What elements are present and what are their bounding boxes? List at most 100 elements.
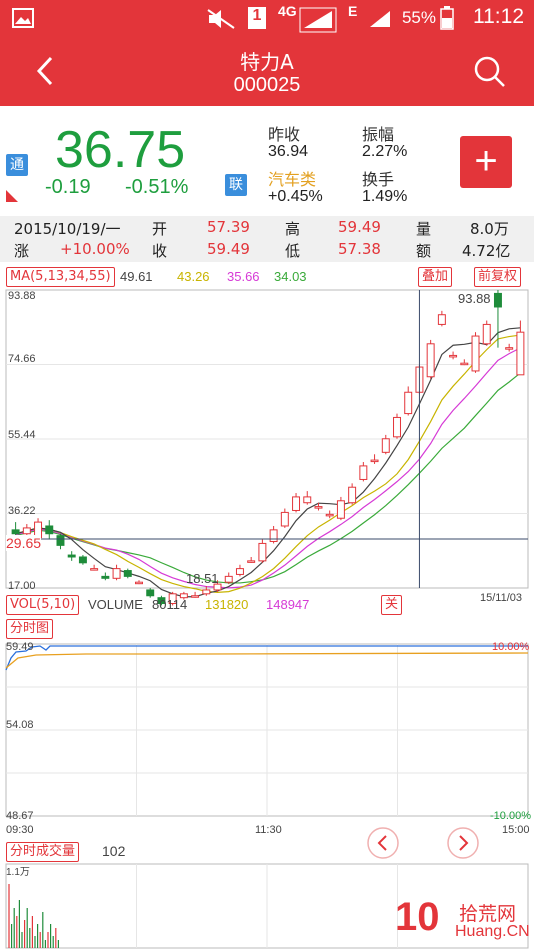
tong-badge[interactable]: 通 [6, 154, 28, 176]
candle [471, 335, 480, 372]
low-marker: 18.51 [186, 571, 219, 586]
fq-button[interactable]: 前复权 [474, 267, 522, 287]
day-info-bar: 2015/10/19/一 开 57.39 高 59.49 量 8.0万 涨 +1… [0, 216, 534, 262]
time-mid: 11:30 [255, 824, 282, 836]
crosshair-price: 29.65 [6, 535, 42, 551]
chevron-left-icon[interactable] [366, 826, 400, 860]
intraday-volume-chart [5, 863, 529, 949]
candle [56, 535, 65, 546]
candle [325, 513, 334, 517]
candle [482, 323, 491, 345]
candle [168, 593, 177, 605]
tab-intraday[interactable]: 分时图 [6, 619, 54, 639]
vol-label: 量 [416, 220, 432, 238]
watermark-site: 拾荒网 [459, 903, 517, 925]
back-icon[interactable] [36, 56, 54, 86]
candle [393, 416, 401, 438]
candle [112, 568, 121, 579]
candle [224, 575, 233, 583]
close-crosshair-button[interactable]: 关 [381, 595, 403, 615]
vol-setting-button[interactable]: VOL(5,10) [6, 595, 80, 615]
intraday-avg-line [5, 652, 529, 669]
intraday-pct-top: 10.00% [492, 641, 530, 653]
amount-value: 4.72亿 [462, 242, 511, 260]
candle [67, 554, 76, 558]
intraday-vol-max: 1.1万 [6, 867, 30, 878]
add-watchlist-button[interactable]: + [460, 136, 512, 188]
ma5-line [15, 327, 521, 598]
signal-icon-2 [370, 11, 390, 27]
chevron-right-icon[interactable] [446, 826, 480, 860]
sector-label[interactable]: 汽车类 [268, 170, 317, 189]
intraday-pct-bot: -10.00% [490, 810, 531, 822]
candle [247, 560, 256, 563]
candle [11, 529, 20, 535]
network-type: 4G [278, 3, 297, 19]
high-label: 高 [285, 220, 301, 238]
tab-intraday-volume[interactable]: 分时成交量 [6, 842, 80, 862]
prev-close-value: 36.94 [268, 143, 309, 160]
quote-panel: 通 36.75 -0.19 -0.51% 联 昨收 36.94 汽车类 +0.4… [0, 106, 534, 216]
signal-icon [299, 7, 337, 33]
candle [292, 496, 301, 511]
candle [235, 568, 244, 575]
lian-badge[interactable]: 联 [225, 174, 247, 196]
watermark-url: Huang.CN [455, 923, 530, 940]
watermark-num: 10 [395, 895, 440, 939]
high-value: 59.49 [338, 218, 381, 236]
candle [45, 525, 54, 535]
kline-chart[interactable] [0, 288, 534, 606]
intraday-vol-value: 102 [102, 843, 126, 859]
network-e: E [348, 3, 358, 19]
search-icon[interactable] [474, 56, 506, 88]
close-label: 收 [152, 242, 168, 260]
candle [505, 347, 514, 350]
ma13-line [15, 334, 521, 593]
candle [370, 459, 379, 463]
open-label: 开 [152, 220, 168, 238]
ma34-value: 35.66 [227, 269, 260, 284]
price-change-pct: -0.51% [125, 176, 189, 198]
vol-ma10: 148947 [266, 597, 310, 612]
battery-percent: 55% [401, 8, 436, 27]
candle [336, 500, 345, 519]
candle [348, 486, 357, 504]
candle [258, 542, 267, 562]
date: 2015/10/19/一 [14, 220, 121, 238]
candle [157, 597, 166, 605]
candle [202, 589, 211, 595]
turnover-label: 换手 [362, 170, 395, 189]
ma13-value: 43.26 [177, 269, 210, 284]
intraday-chart[interactable] [0, 640, 534, 820]
y-label-3: 36.22 [8, 505, 36, 517]
intraday-y-bot: 48.67 [6, 810, 34, 822]
ma55-value: 34.03 [274, 269, 307, 284]
turnover-value: 1.49% [362, 188, 408, 205]
ma-setting-button[interactable]: MA(5,13,34,55) [6, 267, 115, 287]
amplitude-value: 2.27% [362, 143, 408, 160]
candle [426, 343, 435, 378]
end-date: 15/11/03 [480, 592, 523, 604]
candle [303, 496, 312, 504]
intraday-price-line [5, 645, 528, 671]
candle [404, 391, 413, 415]
candle [516, 331, 525, 376]
close-value: 59.49 [207, 240, 250, 258]
y-label-2: 55.44 [8, 429, 36, 441]
current-price: 36.75 [55, 121, 186, 179]
plus-icon: + [474, 139, 498, 183]
candle [314, 506, 323, 509]
candle [280, 511, 289, 527]
candle [90, 568, 99, 571]
time-end: 15:00 [502, 824, 530, 836]
vol-value: 8.0万 [470, 220, 509, 238]
candle [449, 354, 458, 358]
candle [22, 527, 31, 535]
candle [359, 465, 368, 480]
candle [146, 589, 155, 597]
candle [437, 314, 446, 325]
overlay-button[interactable]: 叠加 [418, 267, 453, 287]
gallery-icon [12, 8, 34, 28]
candle [135, 581, 143, 585]
open-value: 57.39 [207, 218, 250, 236]
